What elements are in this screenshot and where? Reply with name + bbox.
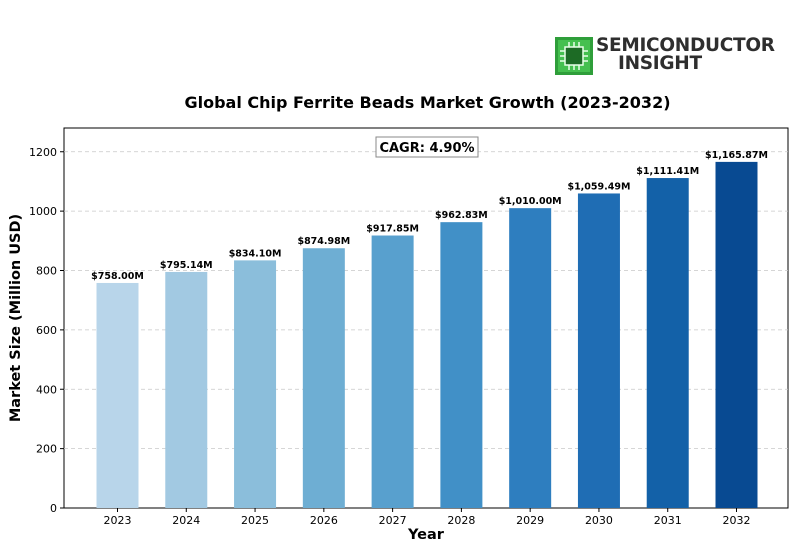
bar xyxy=(440,222,483,508)
logo-text: SEMICONDUCTOR INSIGHT xyxy=(596,35,775,74)
y-tick-label: 400 xyxy=(36,383,57,396)
x-tick-label: 2026 xyxy=(310,514,338,527)
bar xyxy=(509,208,552,508)
plot-area xyxy=(63,127,789,509)
x-tick-label: 2031 xyxy=(654,514,682,527)
y-tick-label: 800 xyxy=(36,265,57,278)
data-label: $1,059.49M xyxy=(567,181,630,192)
bar xyxy=(165,271,208,508)
y-tick-label: 0 xyxy=(50,502,57,515)
x-tick-label: 2029 xyxy=(516,514,544,527)
x-axis-title: Year xyxy=(407,527,445,543)
chip-icon xyxy=(555,37,593,75)
y-tick-label: 600 xyxy=(36,324,57,337)
logo-line-1: SEMICONDUCTOR xyxy=(596,35,775,56)
logo-line-2: INSIGHT xyxy=(618,53,702,74)
bars xyxy=(96,161,758,509)
data-label: $1,165.87M xyxy=(705,150,768,161)
bar xyxy=(234,260,277,508)
bar xyxy=(302,248,345,509)
x-tick-label: 2030 xyxy=(585,514,613,527)
bar xyxy=(96,282,139,508)
y-tick-label: 1200 xyxy=(29,146,57,159)
data-label: $795.14M xyxy=(160,260,213,271)
cagr-label: CAGR: 4.90% xyxy=(379,141,474,156)
y-axis-title: Market Size (Million USD) xyxy=(8,214,24,422)
y-tick-label: 1000 xyxy=(29,205,57,218)
x-tick-label: 2023 xyxy=(104,514,132,527)
data-label: $874.98M xyxy=(297,236,350,247)
data-label: $758.00M xyxy=(91,271,144,282)
x-tick-label: 2027 xyxy=(379,514,407,527)
x-tick-label: 2024 xyxy=(172,514,200,527)
cagr-box xyxy=(375,136,479,158)
bar xyxy=(577,193,620,508)
bar xyxy=(646,178,689,508)
data-label: $917.85M xyxy=(366,224,419,235)
bar xyxy=(371,235,414,508)
bar xyxy=(715,161,758,509)
x-tick-label: 2025 xyxy=(241,514,269,527)
data-label: $1,111.41M xyxy=(636,166,699,177)
y-axis: 0 200 400 600 800 1000 1200 xyxy=(29,146,64,515)
y-tick-label: 200 xyxy=(36,443,57,456)
data-label: $1,010.00M xyxy=(499,196,562,207)
x-tick-label: 2028 xyxy=(447,514,475,527)
data-label: $962.83M xyxy=(435,210,488,221)
data-labels: $758.00M $795.14M $834.10M $874.98M $917.85M… xyxy=(91,150,768,282)
data-label: $834.10M xyxy=(229,248,282,259)
x-axis: 2023 2024 2025 2026 2027 2028 2029 2030 2031 2032 xyxy=(104,508,751,527)
brand-logo: SEMICONDUCTOR INSIGHT xyxy=(555,35,775,77)
cagr-annotation: CAGR: 4.90% xyxy=(375,136,479,158)
x-tick-label: 2032 xyxy=(723,514,751,527)
chart-title: Global Chip Ferrite Beads Market Growth … xyxy=(184,93,671,112)
